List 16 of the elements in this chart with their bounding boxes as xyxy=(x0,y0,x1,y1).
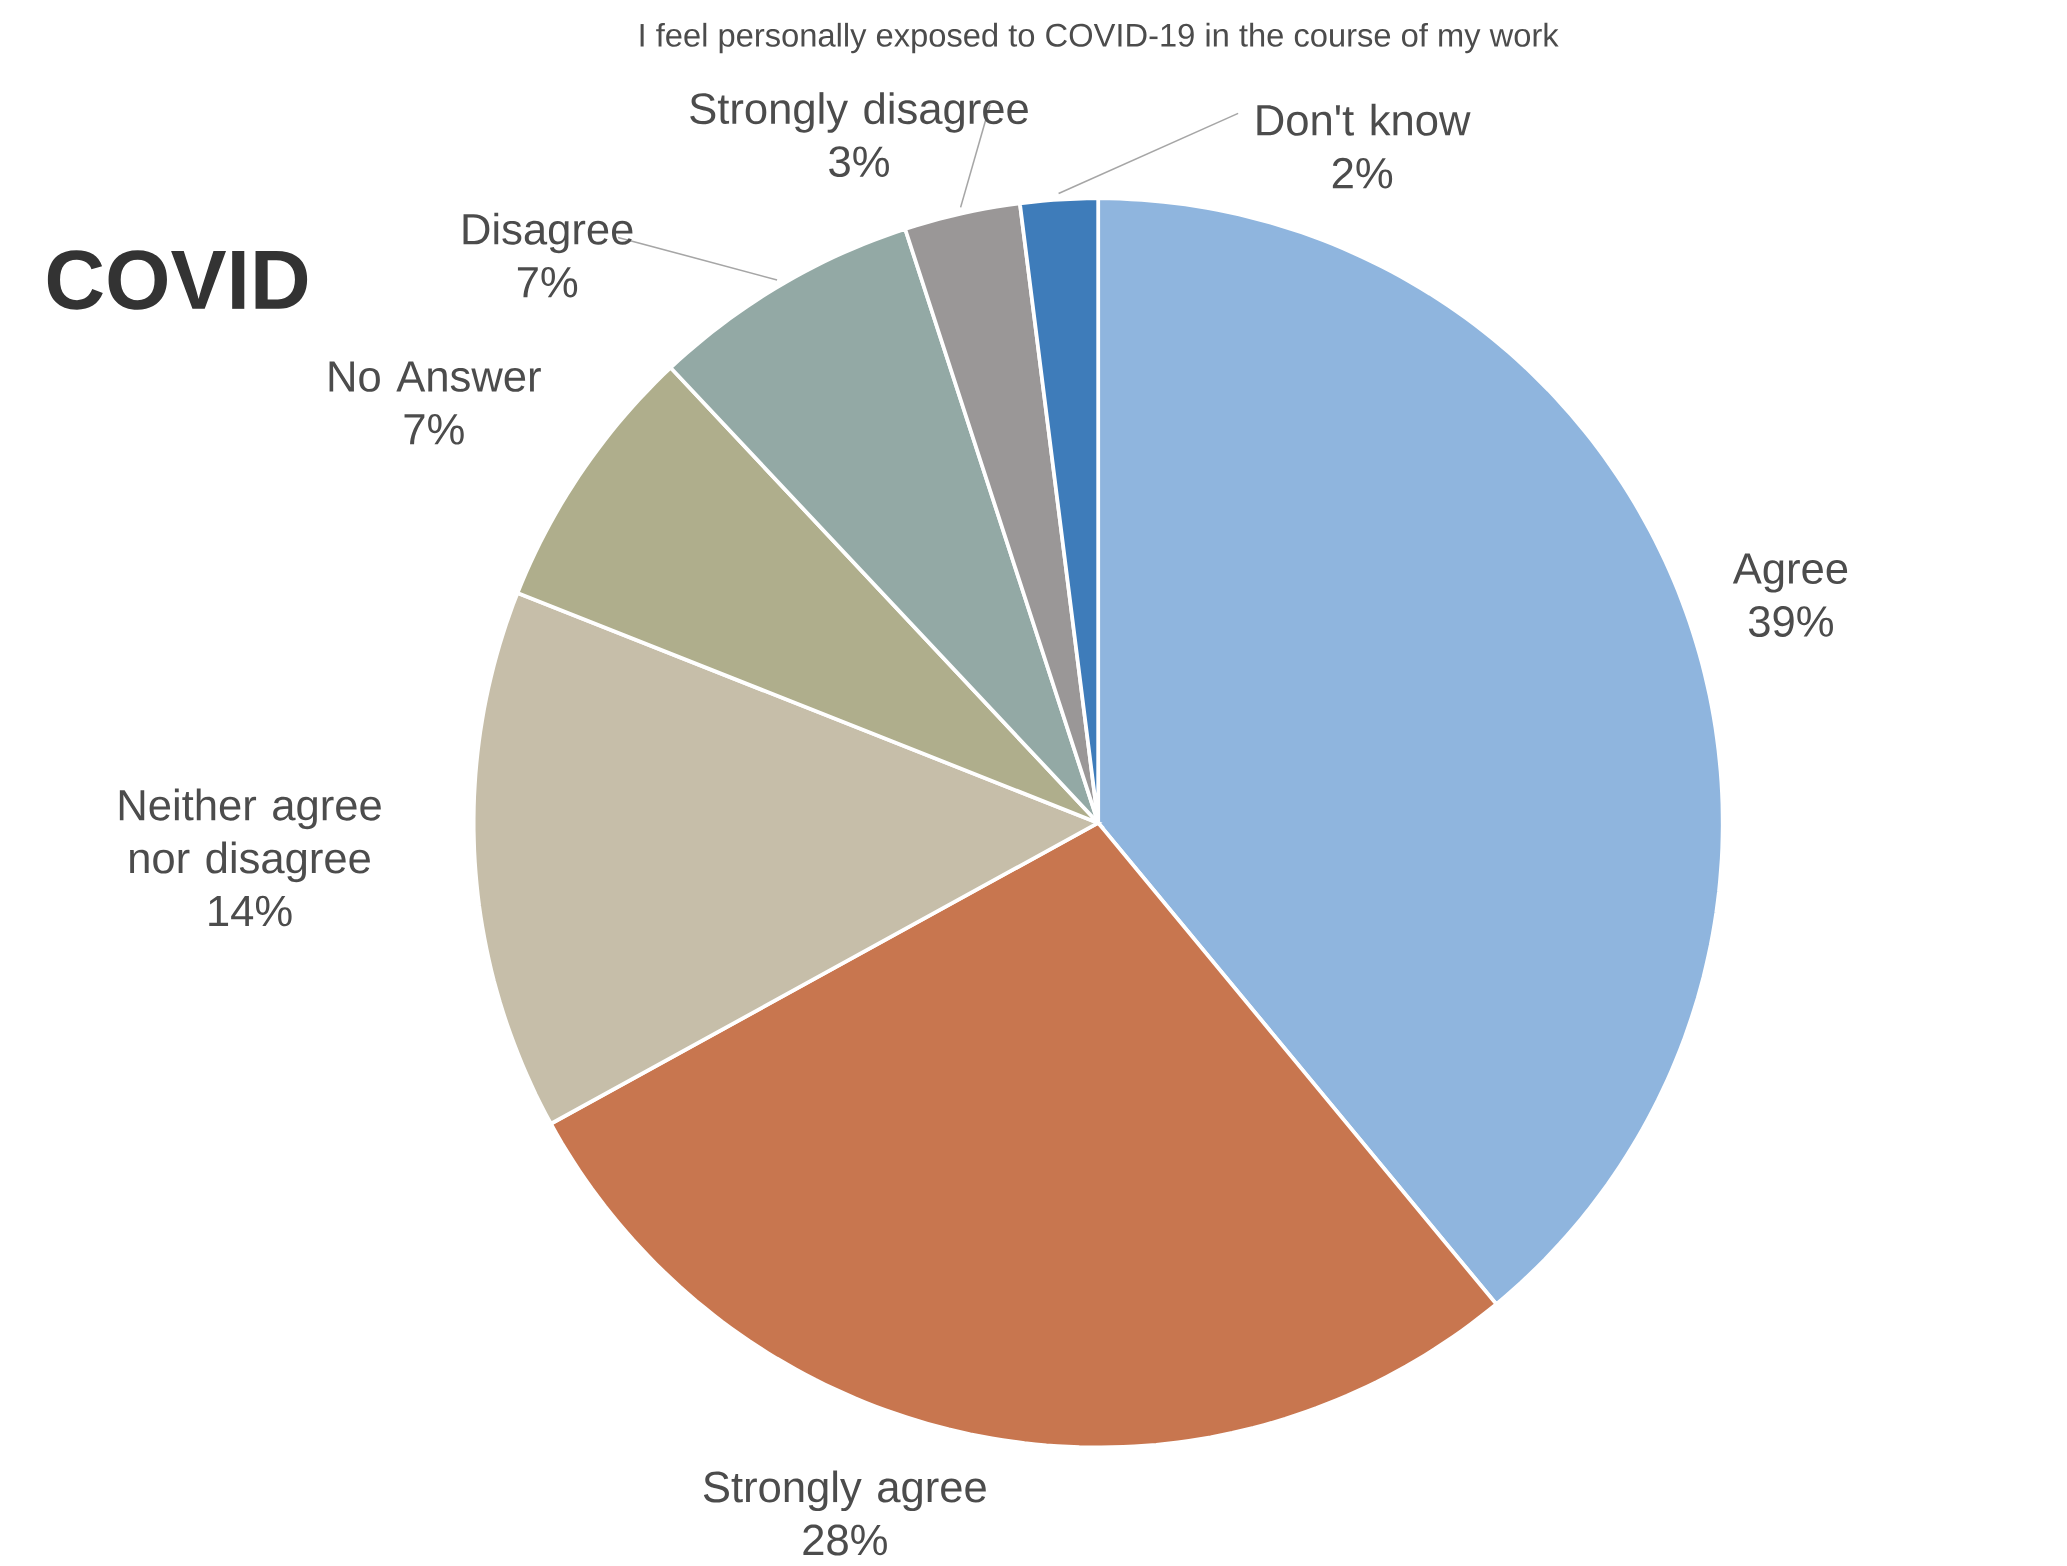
data-label: 39% xyxy=(1748,605,1833,637)
slice-label: Strongly agree xyxy=(703,1470,986,1512)
slice-label: Agree xyxy=(1732,553,1848,593)
slice-label: Neither agree nor disagree xyxy=(119,788,381,883)
slice-label: Strongly disagree xyxy=(690,92,1028,133)
text: COVID xyxy=(47,250,308,310)
data-label: 7% xyxy=(404,414,464,445)
data-label: 3% xyxy=(829,146,889,178)
data-label: 7% xyxy=(517,266,578,298)
data-label: 14% xyxy=(209,895,292,927)
slice-label: Don't know xyxy=(1257,103,1471,136)
slice-label: No Answer xyxy=(329,361,541,392)
data-label: 28% xyxy=(803,1524,887,1556)
slice-label: Disagree xyxy=(463,212,633,254)
data-label: 2% xyxy=(1332,157,1393,189)
chart-title: I feel personally exposed to COVID-19 in the course of my work xyxy=(640,22,1559,54)
